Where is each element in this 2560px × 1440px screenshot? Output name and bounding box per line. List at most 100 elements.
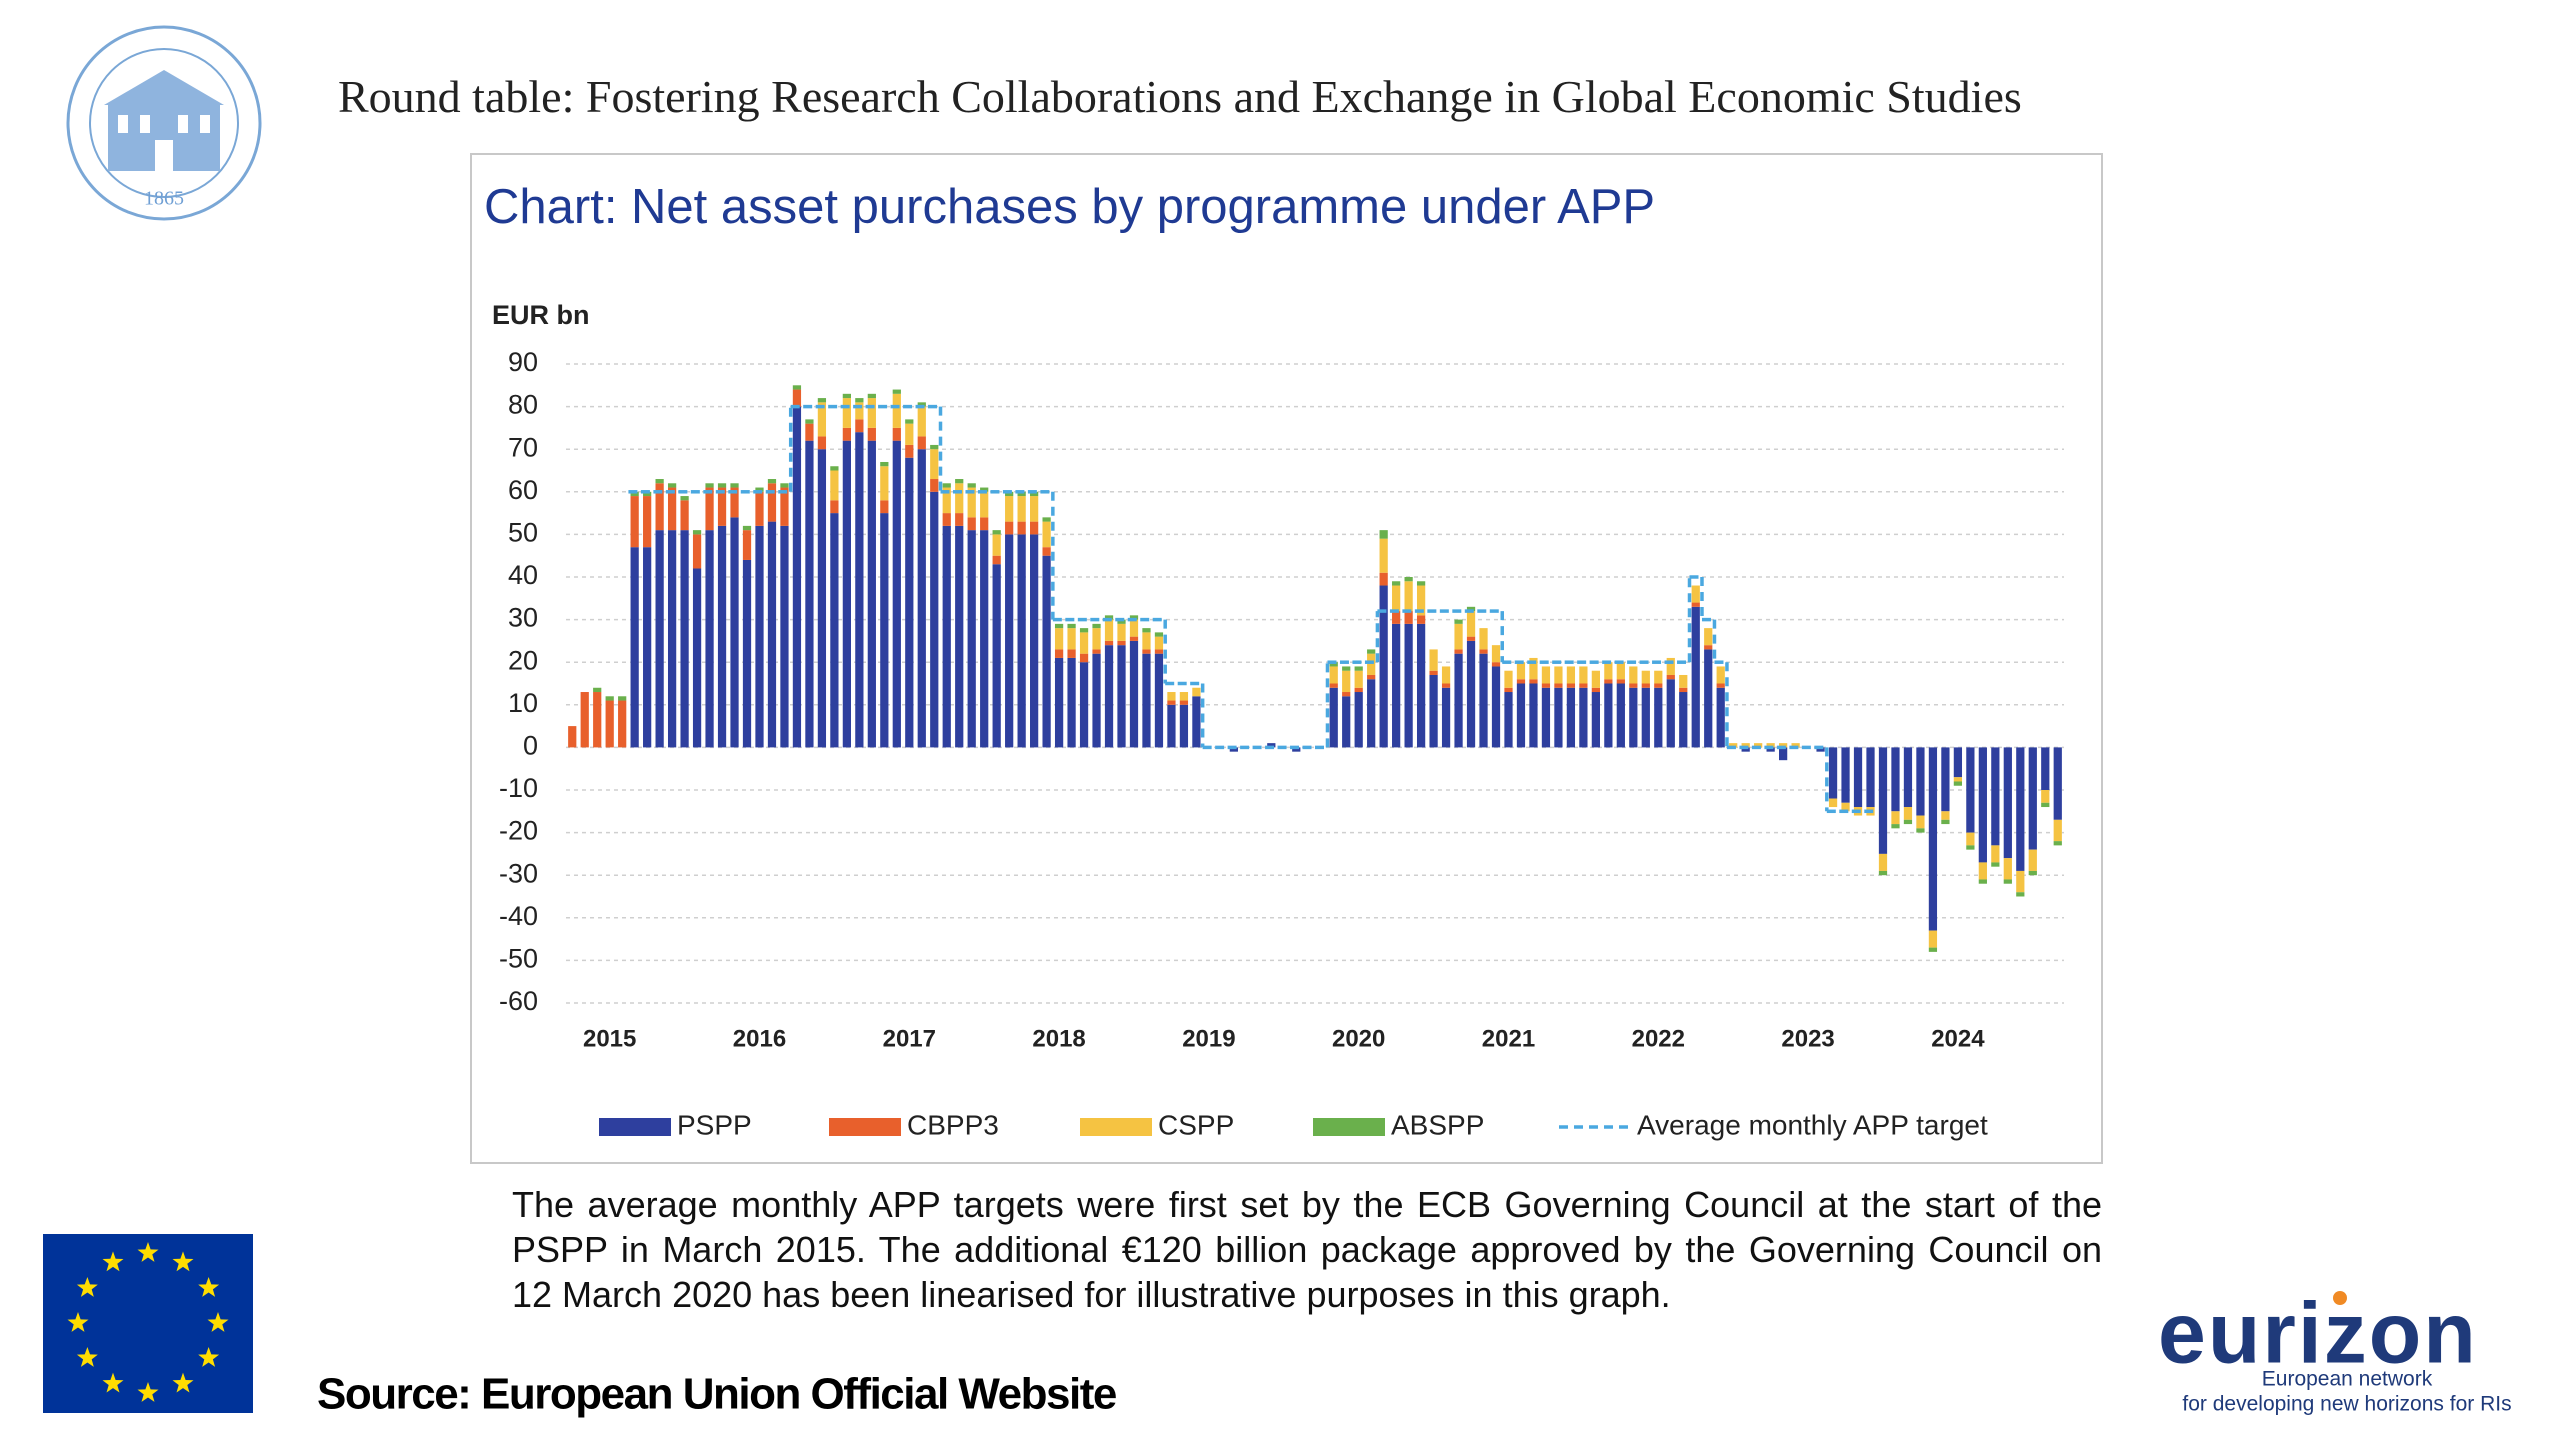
bar-segment [593, 687, 602, 693]
y-tick-label: 0 [523, 731, 538, 761]
bar-segment [1566, 683, 1576, 688]
bar-segment [643, 491, 652, 497]
bar-segment [1978, 747, 1987, 863]
eu-star [198, 1277, 220, 1297]
bar-segment [1529, 679, 1538, 684]
bar-segment [1566, 666, 1576, 684]
bar-segment [1704, 645, 1713, 650]
bar-segment [1416, 585, 1426, 616]
x-tick-label: 2019 [1182, 1025, 1235, 1052]
bar-segment [1454, 619, 1463, 624]
eu-star [198, 1347, 220, 1367]
bar-segment [1679, 692, 1688, 748]
bar-segment [1042, 547, 1051, 556]
bar-segment [755, 491, 764, 526]
bar-segment [2053, 747, 2062, 820]
bar-segment [605, 696, 614, 701]
bar-segment [1779, 747, 1788, 761]
bar-segment [1129, 615, 1139, 620]
bar-segment [880, 466, 889, 501]
bar-segment [1479, 649, 1488, 654]
bar-segment [1429, 674, 1438, 748]
bar-segment [1466, 611, 1476, 637]
bar-segment [867, 393, 876, 399]
bar-segment [992, 555, 1001, 565]
y-tick-label: 20 [508, 645, 538, 675]
bar-segment [1367, 679, 1376, 748]
bar-segment [1104, 645, 1114, 748]
bar-segment [1928, 747, 1938, 931]
bar-segment [1666, 674, 1675, 680]
bar-segment [593, 692, 602, 748]
header-title: Round table: Fostering Research Collabor… [338, 71, 2022, 122]
bar-segment [892, 427, 901, 441]
bar-segment [1392, 581, 1401, 586]
bar-segment [2003, 879, 2012, 884]
bar-segment [1591, 692, 1600, 748]
bar-segment [1466, 606, 1476, 612]
bar-segment [1154, 632, 1164, 637]
bar-segment [1779, 743, 1788, 748]
bar-segment [2053, 841, 2062, 846]
bar-segment [1529, 657, 1538, 680]
bar-segment [1454, 649, 1463, 654]
bar-segment [568, 726, 577, 748]
x-tick-label: 2024 [1931, 1025, 1985, 1052]
bar-segment [1953, 781, 1963, 786]
bar-segment [967, 517, 976, 531]
bar-segment [1054, 649, 1064, 658]
bar-segment [1466, 636, 1476, 641]
y-tick-label: -50 [499, 944, 538, 974]
bar-segment [892, 393, 901, 428]
bar-segment [917, 402, 926, 407]
bar-segment [1192, 687, 1201, 697]
bar-segment [930, 449, 939, 480]
bar-segment [767, 479, 777, 484]
bar-segment [1167, 692, 1176, 701]
bar-segment [1966, 845, 1975, 850]
bar-segment [1928, 930, 1938, 948]
bar-segment [1716, 687, 1725, 748]
bar-segment [2041, 790, 2050, 803]
bar-segment [1566, 687, 1576, 748]
bar-segment [1404, 611, 1413, 624]
bar-segment [1866, 747, 1875, 808]
bar-segment [1179, 704, 1189, 748]
bar-segment [1329, 662, 1338, 667]
bar-segment [1853, 747, 1863, 808]
legend-swatch [1313, 1118, 1385, 1136]
bar-segment [1978, 879, 1987, 884]
logo-window [200, 115, 210, 133]
bar-segment [955, 483, 964, 514]
bar-segment [1092, 649, 1101, 654]
bar-segment [717, 525, 727, 748]
bar-segment [1117, 640, 1126, 646]
bar-segment [1104, 615, 1114, 620]
bar-segment [1491, 645, 1501, 663]
bar-segment [730, 517, 739, 748]
bar-segment [1916, 828, 1925, 833]
bar-segment [767, 521, 777, 748]
x-tick-label: 2018 [1032, 1025, 1085, 1052]
bar-segment [1516, 679, 1526, 684]
bar-segment [1229, 747, 1238, 752]
y-tick-label: -30 [499, 858, 538, 888]
bar-segment [1516, 683, 1526, 748]
bar-segment [1953, 747, 1963, 778]
bar-segment [1067, 623, 1076, 629]
bar-segment [1554, 666, 1563, 684]
bar-segment [1129, 640, 1139, 748]
legend-label: CBPP3 [907, 1109, 999, 1140]
bar-segment [980, 517, 989, 531]
bar-segment [1354, 687, 1363, 693]
x-tick-label: 2022 [1632, 1025, 1685, 1052]
bar-segment [2053, 819, 2062, 842]
bar-segment [1404, 577, 1413, 582]
bar-segment [930, 491, 939, 748]
bar-segment [942, 483, 951, 488]
bar-segment [692, 530, 702, 535]
bar-segment [1054, 628, 1064, 650]
bar-segment [2003, 747, 2012, 859]
legend-swatch [599, 1118, 671, 1136]
